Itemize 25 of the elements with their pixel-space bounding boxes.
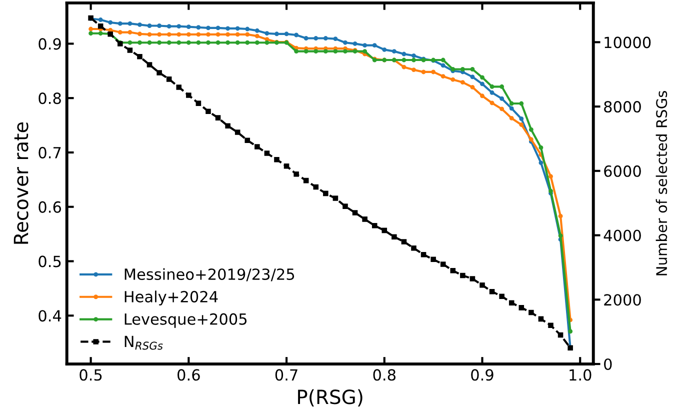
legend-label: Messineo+2019/23/25 xyxy=(124,268,294,282)
x-tick-label: 0.6 xyxy=(178,369,200,381)
y2-tick-label: 8000 xyxy=(604,101,641,113)
y2-axis-title: Number of selected RSGs xyxy=(656,90,668,276)
y2-tick-label: 6000 xyxy=(604,165,641,177)
y-tick-label: 0.9 xyxy=(38,38,61,50)
y2-tick-label: 2000 xyxy=(604,294,641,306)
y2-tick-label: 10000 xyxy=(604,36,651,48)
x-tick-label: 0.7 xyxy=(275,369,298,381)
legend-label: N$_{RSGs}$ xyxy=(124,336,163,350)
y-tick-label: 0.4 xyxy=(38,310,62,322)
y-tick-label: 0.5 xyxy=(38,256,61,268)
x-tick-label: 0.8 xyxy=(373,369,396,381)
y-tick-label: 0.8 xyxy=(38,92,61,104)
x-tick-label: 0.5 xyxy=(80,369,102,381)
legend-label: Healy+2024 xyxy=(124,290,218,306)
y2-tick-label: 4000 xyxy=(604,230,641,242)
y-tick-label: 0.7 xyxy=(38,146,61,158)
y2-tick-label: 0 xyxy=(604,358,612,370)
x-axis-title: P(RSG) xyxy=(298,389,362,407)
y-axis-title: Recover rate xyxy=(14,122,28,244)
x-tick-label: 0.9 xyxy=(471,369,494,381)
x-tick-label: 1.0 xyxy=(570,369,592,381)
y-tick-label: 0.6 xyxy=(38,201,61,213)
legend-label: Levesque+2005 xyxy=(124,313,247,328)
